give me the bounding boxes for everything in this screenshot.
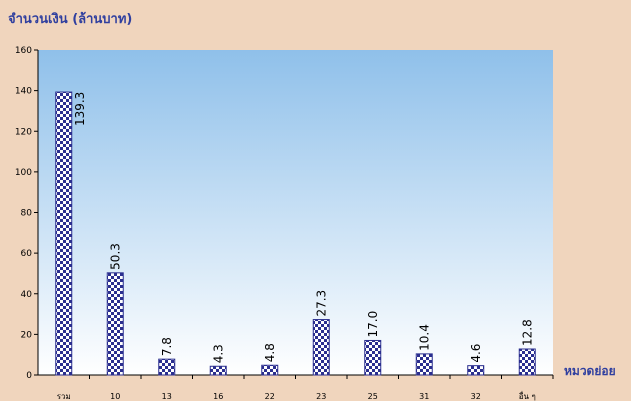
y-axis-title: จำนวนเงิน (ล้านบาท) xyxy=(8,12,133,27)
y-tick-label: 20 xyxy=(21,330,33,340)
data-label: 27.3 xyxy=(314,290,328,317)
data-label: 139.3 xyxy=(73,92,87,126)
data-label: 7.8 xyxy=(160,337,174,356)
x-tick-label: 10 xyxy=(110,392,120,401)
data-label: 4.6 xyxy=(469,344,483,363)
y-tick-label: 0 xyxy=(26,371,32,381)
bar xyxy=(106,272,124,376)
x-tick-label: 13 xyxy=(162,392,172,401)
data-label: 4.3 xyxy=(211,344,225,363)
data-label: 10.4 xyxy=(417,324,431,351)
bar xyxy=(209,365,227,376)
bar xyxy=(467,365,485,376)
x-tick-label: 25 xyxy=(368,392,378,401)
data-label: 12.8 xyxy=(520,319,534,346)
bar xyxy=(415,353,433,376)
data-label: 50.3 xyxy=(108,243,122,270)
x-tick-label: 16 xyxy=(213,392,223,401)
x-tick-label: 32 xyxy=(471,392,481,401)
y-tick-label: 100 xyxy=(15,168,32,178)
y-tick-label: 40 xyxy=(21,290,33,300)
x-tick-label: รวม xyxy=(57,392,71,401)
bar xyxy=(312,319,330,376)
x-tick-label: 22 xyxy=(265,392,275,401)
bar xyxy=(55,91,73,376)
data-label: 17.0 xyxy=(366,311,380,338)
bar xyxy=(261,364,279,376)
bar xyxy=(518,348,536,376)
x-tick-label: 31 xyxy=(419,392,429,401)
y-tick-label: 60 xyxy=(21,249,33,259)
bar xyxy=(158,358,176,376)
bar xyxy=(364,339,382,376)
x-tick-label: 23 xyxy=(316,392,326,401)
y-tick-label: 80 xyxy=(21,209,33,219)
x-axis-title: หมวดย่อย xyxy=(564,364,616,378)
y-tick-label: 140 xyxy=(15,87,32,97)
data-label: 4.8 xyxy=(263,343,277,362)
y-tick-label: 160 xyxy=(15,46,32,56)
y-tick-label: 120 xyxy=(15,127,32,137)
x-tick-label: อื่น ๆ xyxy=(518,390,535,401)
plot-area xyxy=(38,50,553,375)
